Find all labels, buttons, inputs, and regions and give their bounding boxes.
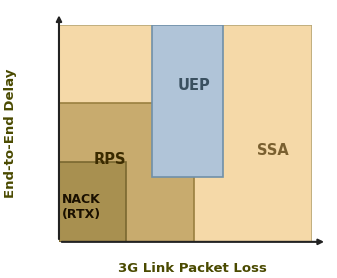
Bar bbox=[59, 103, 194, 242]
Text: NACK
(RTX): NACK (RTX) bbox=[62, 193, 101, 221]
Text: SSA: SSA bbox=[257, 143, 288, 158]
Bar bbox=[152, 25, 223, 177]
Text: UEP: UEP bbox=[178, 78, 211, 93]
Text: 3G Link Packet Loss: 3G Link Packet Loss bbox=[118, 262, 267, 275]
Text: RPS: RPS bbox=[93, 152, 126, 167]
Bar bbox=[59, 162, 126, 242]
Text: End-to-End Delay: End-to-End Delay bbox=[4, 69, 17, 198]
